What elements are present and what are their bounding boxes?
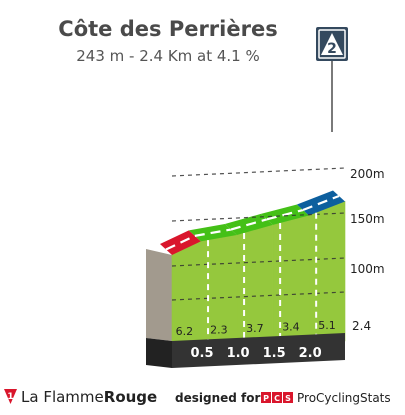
pcs-logo-box-c (272, 392, 282, 403)
end-distance-label: 2.4 (352, 319, 371, 333)
km-mark-label: 2.0 (299, 346, 322, 361)
category-badge-value: 2 (327, 41, 337, 57)
category-badge-frame (318, 29, 346, 59)
gradient-value-label: 5.1 (318, 319, 336, 332)
footer: 1 La FlammeRouge designed for P C S ProC… (4, 388, 391, 406)
mountain-icon (321, 33, 343, 55)
designed-for-label: designed for (175, 391, 260, 405)
flamme-rouge-brand-text: La FlammeRouge (21, 388, 157, 406)
km-mark-label: 1.0 (227, 346, 250, 361)
gradient-band-centerline (165, 234, 196, 251)
gradient-band-centerline (302, 194, 340, 212)
pcs-logo-box-s (283, 392, 293, 403)
brand-suffix: Rouge (104, 388, 157, 406)
profile-top-band (160, 190, 345, 255)
chart-title: Côte des Perrières (58, 17, 277, 41)
altitude-tick-label: 200m (350, 167, 385, 181)
chart-subtitle: 243 m - 2.4 Km at 4.1 % (76, 47, 260, 65)
profile-labels: 100m 150m 200m 0.5 1.0 1.5 2.0 2.4 6.2 2.3 3.7 3.4 5… (176, 167, 385, 361)
gradient-value-label: 3.4 (282, 321, 300, 334)
km-mark-label: 1.5 (263, 346, 286, 361)
altitude-gridline (171, 167, 346, 177)
la-flamme-rouge-logo: 1 La FlammeRouge (4, 388, 157, 406)
pcs-name: ProCyclingStats (297, 391, 391, 405)
gradient-band-centerline (230, 218, 268, 231)
gradient-value-label: 2.3 (210, 324, 228, 337)
flamme-rouge-flag-icon (4, 389, 17, 404)
km-mark-label: 0.5 (191, 346, 214, 361)
altitude-tick-label: 150m (350, 212, 385, 226)
gradient-value-label: 6.2 (176, 325, 194, 338)
distance-base-bar (146, 333, 345, 368)
gradient-band-centerline (266, 208, 304, 221)
pcs-logo-letter-s: S (285, 394, 291, 403)
gradient-value-label: 3.7 (246, 322, 264, 335)
base-bar-side (146, 338, 172, 368)
gradient-band-centerline (194, 228, 232, 237)
pcs-logo: P C S (261, 392, 293, 403)
km-divider-lines (207, 212, 318, 341)
category-badge: 2 (316, 27, 348, 61)
pcs-logo-box-p (261, 392, 271, 403)
profile-side-wall-face (146, 249, 172, 341)
flamme-rouge-badge-number: 1 (7, 392, 13, 402)
profile-side-wall (146, 249, 172, 341)
gradient-band-segment (160, 230, 201, 255)
pcs-logo-letter-c: C (274, 394, 280, 403)
altitude-tick-label: 100m (350, 262, 385, 276)
brand-prefix: La Flamme (21, 388, 104, 406)
base-bar-front (172, 333, 345, 368)
pcs-logo-letter-p: P (263, 394, 269, 403)
